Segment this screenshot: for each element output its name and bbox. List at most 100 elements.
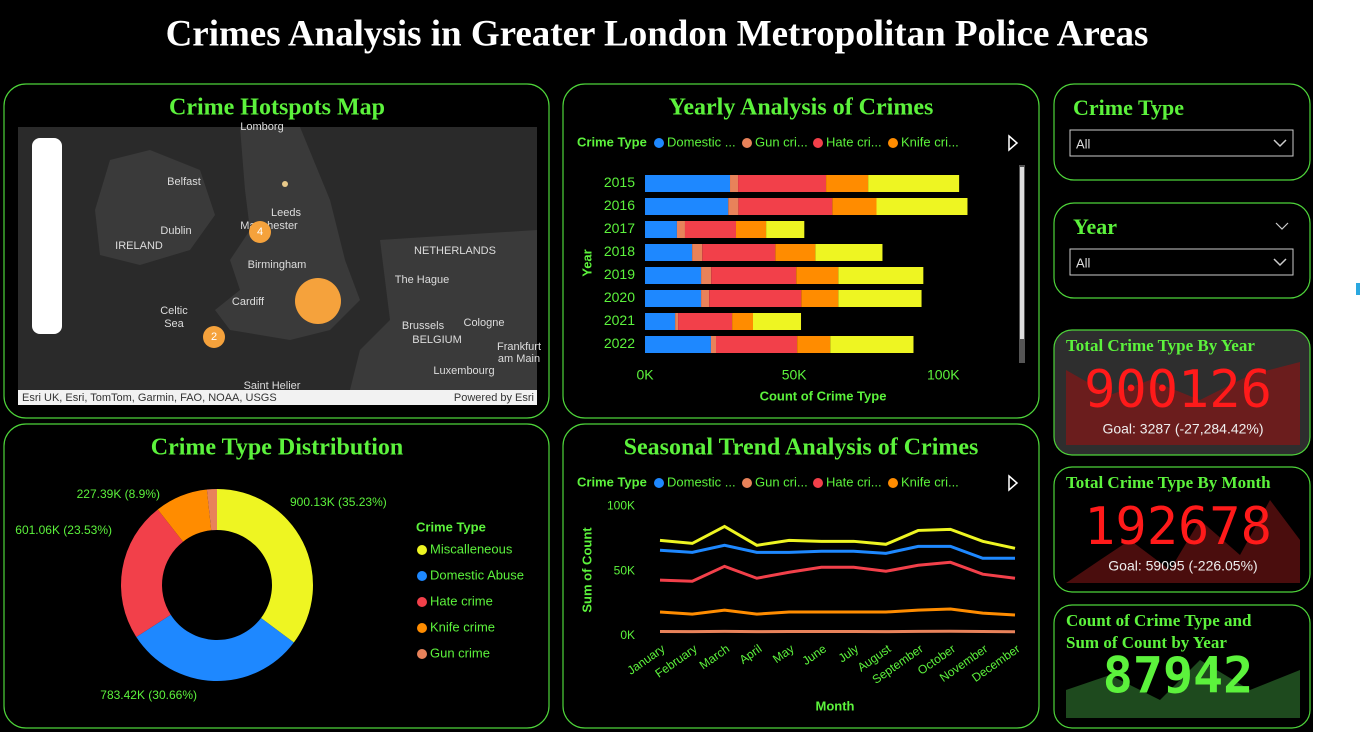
bar-segment [702,244,776,261]
bar-segment [738,175,827,192]
legend-swatch [813,138,823,148]
map-label: Luxembourg [433,365,494,377]
bar-segment [645,221,677,238]
bar-segment [830,336,914,353]
map-point [282,181,288,187]
y-tick-label: 2018 [604,243,635,259]
bar-segment [815,244,883,261]
kpi-sparkline [1066,500,1300,583]
legend-label: Miscalleneous [430,541,513,556]
slicer-toggle[interactable] [1275,222,1289,230]
map-label: Celtic [160,305,188,317]
legend-label: Gun cri... [755,134,808,149]
legend-swatch [417,597,427,607]
dropdown[interactable] [1069,248,1294,276]
pie-slice [217,489,314,643]
map-label: The Hague [395,274,449,286]
map-toolbar[interactable] [32,138,62,334]
scrollbar-thumb[interactable] [1020,167,1024,339]
map-label: Lomborg [240,121,283,133]
x-tick-label: 100K [927,367,960,383]
legend-swatch [654,478,664,488]
legend-title: Crime Type [577,134,647,149]
panel-title: Crime Hotspots Map [169,95,385,121]
data-label: 227.39K (8.9%) [77,487,160,501]
cluster-count: 4 [257,226,263,238]
map-label: IRELAND [115,240,163,252]
bar-segment [796,267,839,284]
bar-segment [675,313,679,330]
pie-slice [206,489,217,531]
pie-slice [157,489,212,542]
legend-swatch [742,478,752,488]
bar-segment [645,198,729,215]
bar-segment [838,290,922,307]
map-labels: BelfastDublinIRELANDLeedsManchesterBirmi… [115,121,541,404]
chart-title: Crime Type Distribution [151,435,403,461]
map-label: am Main [498,353,540,365]
map-label: Cardiff [232,296,265,308]
map-label: Leeds [271,207,301,219]
cluster[interactable] [249,221,271,243]
data-label: 900.13K (35.23%) [290,495,387,509]
attribution: Esri UK, Esri, TomTom, Garmin, FAO, NOAA… [22,392,277,404]
cluster[interactable] [203,326,225,348]
legend-swatch [417,623,427,633]
pie-slice [121,509,184,637]
map-label: Dublin [160,225,191,237]
x-tick-label: 50K [782,367,808,383]
bar-segment [738,198,833,215]
bar-segment [735,221,767,238]
pie-slice [136,614,294,681]
bar-segment [645,175,731,192]
bar-segment [775,244,816,261]
y-tick-label: 2016 [604,197,635,213]
bar-segment [732,313,753,330]
legend-scroll[interactable] [1008,474,1019,492]
kpi-goal: Goal: 3287 (-27,284.42%) [1102,421,1263,437]
legend-swatch [654,138,664,148]
x-axis-label: Month [816,698,855,713]
legend-swatch [417,545,427,555]
legend-label: Knife cri... [901,134,959,149]
map-label: Brussels [402,320,445,332]
map-label: Sea [164,318,184,330]
bar-segment [801,290,839,307]
dropdown[interactable] [1069,129,1294,157]
bar-segment [730,175,739,192]
y-tick-label: 100K [607,499,635,513]
bar-segment [645,336,711,353]
line-series [659,607,1016,617]
x-tick-label: 0K [636,367,654,383]
chart-title: Seasonal Trend Analysis of Crimes [624,435,979,461]
dropdown-arrow [1273,258,1287,267]
bar-segment [701,290,710,307]
bar-segment [701,267,712,284]
legend-label: Hate cri... [826,134,882,149]
powered-by: Powered by Esri [454,392,534,404]
kpi-goal: Goal: 59095 (-226.05%) [1108,558,1257,574]
legend-label: Gun cri... [755,474,808,489]
kpi-title: Total Crime Type By Year [1066,336,1255,355]
cluster[interactable] [295,278,341,324]
legend-swatch [888,478,898,488]
bar-segment [645,290,702,307]
map-label: Cologne [464,317,505,329]
map-label: Saint Helier [244,380,301,392]
legend-swatch [417,649,427,659]
data-label: 783.42K (30.66%) [100,688,197,702]
legend-scroll[interactable] [1008,134,1019,152]
legend-label: Knife crime [430,619,495,634]
kpi-value: 87942 [1103,647,1254,705]
legend-label: Domestic ... [667,474,736,489]
legend-swatch [888,138,898,148]
legend-swatch [742,138,752,148]
bar-segment [797,336,831,353]
bar-segment [692,244,703,261]
kpi-title: Count of Crime Type and [1066,611,1252,630]
kpi-title: Total Crime Type By Month [1066,473,1271,492]
map-label: NETHERLANDS [414,245,496,257]
bar-segment [838,267,924,284]
bar-segment [876,198,968,215]
